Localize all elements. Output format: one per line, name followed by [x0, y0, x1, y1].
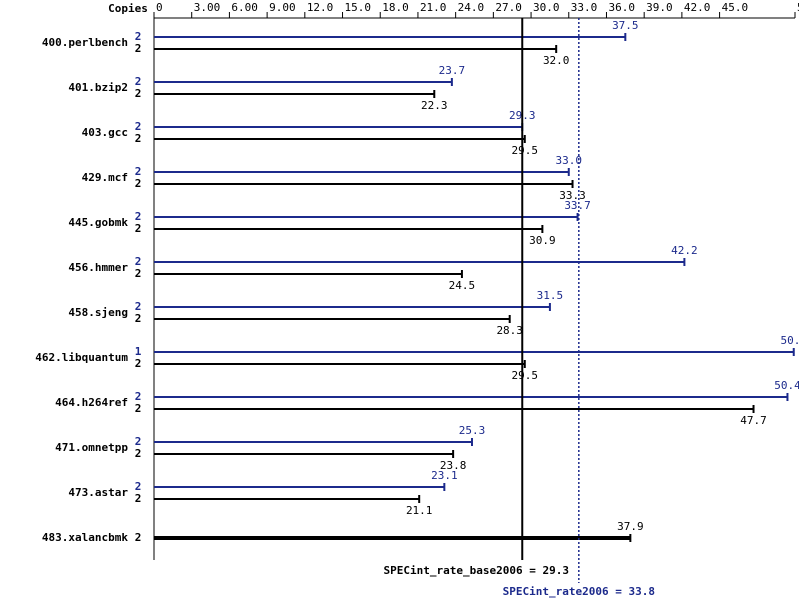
value-label: 33.7: [564, 199, 591, 212]
copies-label: 2: [135, 312, 142, 325]
copies-label: 2: [135, 177, 142, 190]
copies-label: 2: [135, 75, 142, 88]
value-label: 32.0: [543, 54, 570, 67]
value-label: 37.9: [617, 520, 644, 533]
category-label: 429.mcf: [82, 171, 128, 184]
x-tick-label: 3.00: [194, 1, 221, 14]
category-label: 483.xalancbmk: [42, 531, 128, 544]
category-label: 445.gobmk: [68, 216, 128, 229]
copies-label: 2: [135, 222, 142, 235]
x-tick-label: 27.0: [495, 1, 521, 14]
x-tick-label: 21.0: [420, 1, 447, 14]
copies-label: 2: [135, 120, 142, 133]
value-label: 24.5: [449, 279, 476, 292]
value-label: 31.5: [537, 289, 564, 302]
category-label: 456.hmmer: [68, 261, 128, 274]
copies-label: 2: [135, 30, 142, 43]
value-label: 29.5: [512, 144, 539, 157]
copies-label: 2: [135, 480, 142, 493]
copies-label: 2: [135, 132, 142, 145]
copies-label: 2: [135, 255, 142, 268]
copies-label: 2: [135, 492, 142, 505]
value-label: 37.5: [612, 19, 639, 32]
copies-label: 2: [135, 42, 142, 55]
x-tick-label: 51.0: [797, 1, 799, 14]
copies-label: 1: [135, 345, 142, 358]
value-label: 30.9: [529, 234, 556, 247]
x-tick-label: 24.0: [458, 1, 485, 14]
x-tick-label: 36.0: [608, 1, 635, 14]
axis-label: Copies: [108, 2, 148, 15]
x-tick-label: 15.0: [345, 1, 372, 14]
x-tick-label: 42.0: [684, 1, 711, 14]
category-label: 400.perlbench: [42, 36, 128, 49]
x-tick-label: 6.00: [231, 1, 257, 14]
category-label: 458.sjeng: [68, 306, 128, 319]
copies-label: 2: [135, 300, 142, 313]
copies-label: 2: [135, 402, 142, 415]
x-tick-label: 39.0: [646, 1, 673, 14]
copies-label: 2: [135, 357, 142, 370]
category-label: 471.omnetpp: [55, 441, 128, 454]
x-tick-label: 12.0: [307, 1, 334, 14]
value-label: 50.4: [774, 379, 799, 392]
copies-label: 2: [135, 390, 142, 403]
value-label: 23.7: [439, 64, 466, 77]
x-tick-label: 45.0: [722, 1, 749, 14]
value-label: 23.8: [440, 459, 467, 472]
value-label: 25.3: [459, 424, 486, 437]
value-label: 50.9: [780, 334, 799, 347]
value-label: 28.3: [496, 324, 523, 337]
copies-label: 2: [135, 210, 142, 223]
value-label: 42.2: [671, 244, 698, 257]
value-label: 33.0: [556, 154, 583, 167]
copies-label: 2: [135, 447, 142, 460]
category-label: 462.libquantum: [35, 351, 128, 364]
value-label: 21.1: [406, 504, 433, 517]
x-tick-label: 9.00: [269, 1, 296, 14]
reference-label: SPECint_rate_base2006 = 29.3: [384, 564, 569, 577]
category-label: 403.gcc: [82, 126, 128, 139]
x-tick-label: 30.0: [533, 1, 560, 14]
copies-label: 2: [135, 267, 142, 280]
category-label: 473.astar: [68, 486, 128, 499]
copies-label: 2: [135, 435, 142, 448]
reference-label: SPECint_rate2006 = 33.8: [503, 585, 655, 598]
copies-label: 2: [135, 87, 142, 100]
category-label: 401.bzip2: [68, 81, 128, 94]
value-label: 47.7: [740, 414, 767, 427]
x-tick-label: 18.0: [382, 1, 409, 14]
value-label: 22.3: [421, 99, 448, 112]
x-tick-label: 33.0: [571, 1, 598, 14]
copies-label: 2: [135, 165, 142, 178]
x-tick-label: 0: [156, 1, 163, 14]
category-label: 464.h264ref: [55, 396, 128, 409]
copies-label: 2: [135, 531, 142, 544]
value-label: 29.5: [512, 369, 539, 382]
value-label: 23.1: [431, 469, 458, 482]
